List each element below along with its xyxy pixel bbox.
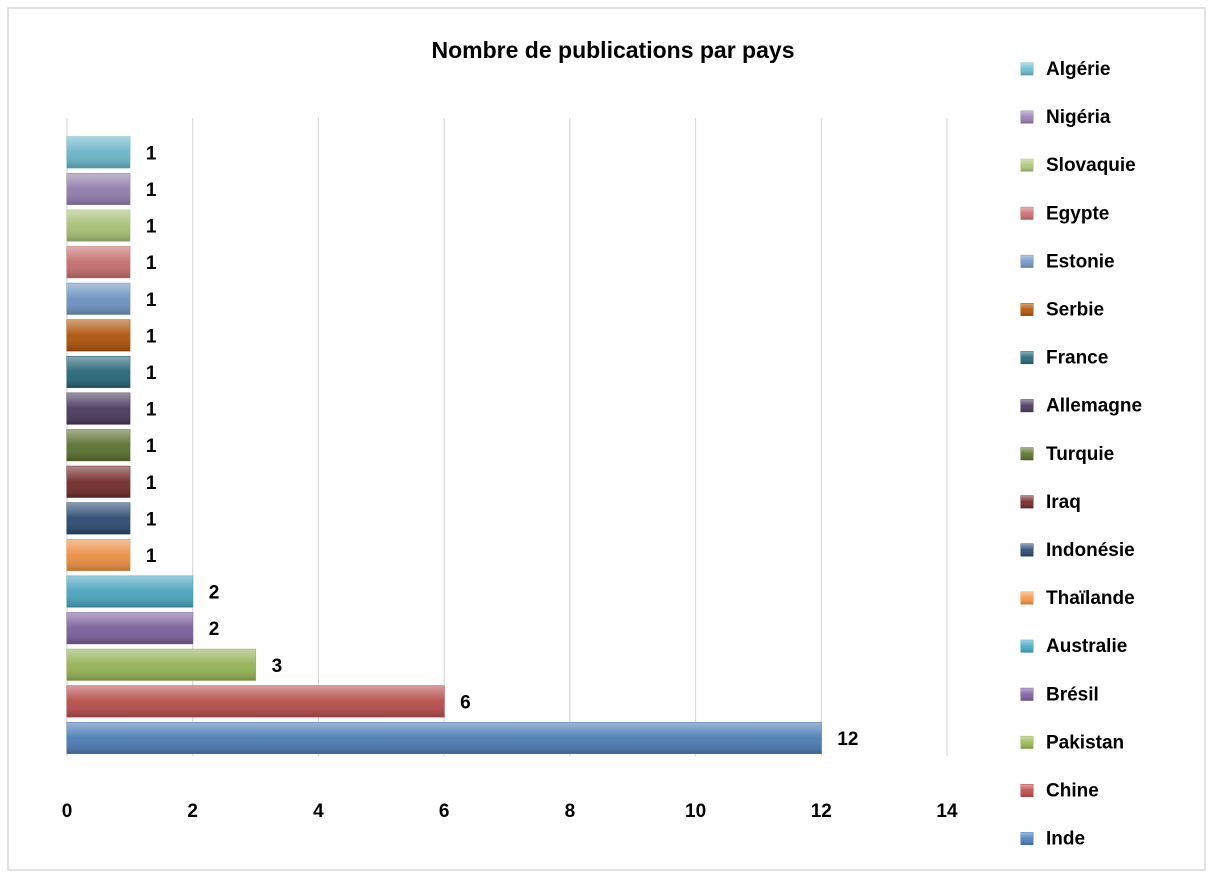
value-label: 1 [146, 400, 157, 421]
legend-swatch-shine [1021, 447, 1033, 460]
value-label: 12 [837, 729, 858, 750]
legend-label: Allemagne [1046, 396, 1142, 417]
bar-shine [67, 173, 130, 205]
value-label: 3 [272, 656, 283, 677]
legend-swatch-shine [1021, 832, 1033, 845]
bar-shine [67, 136, 130, 168]
legend-swatch-shine [1021, 736, 1033, 749]
x-tick-label: 6 [439, 801, 450, 822]
legend-swatch-shine [1021, 255, 1033, 268]
legend-swatch-shine [1021, 399, 1033, 412]
value-label: 1 [146, 326, 157, 347]
legend-label: France [1046, 348, 1108, 369]
bar-shine [67, 466, 130, 498]
legend-swatch-shine [1021, 63, 1033, 75]
value-label: 1 [146, 546, 157, 567]
bar-shine [67, 393, 130, 425]
value-label: 1 [146, 509, 157, 530]
chart-title: Nombre de publications par pays [432, 37, 795, 63]
x-tick-label: 0 [62, 801, 73, 822]
legend-label: Inde [1046, 829, 1085, 850]
bar-shine [67, 319, 130, 351]
legend-label: Nigéria [1046, 107, 1111, 128]
legend-label: Indonésie [1046, 540, 1135, 561]
legend-label: Slovaquie [1046, 155, 1136, 176]
value-label: 1 [146, 180, 157, 201]
legend-swatch-shine [1021, 784, 1033, 797]
x-tick-label: 10 [685, 801, 706, 822]
bar-shine [67, 685, 445, 717]
x-tick-label: 14 [936, 801, 958, 822]
value-label: 2 [209, 619, 220, 640]
bar-shine [67, 502, 130, 534]
legend-swatch-shine [1021, 351, 1033, 364]
value-label: 1 [146, 253, 157, 274]
x-tick-label: 4 [313, 801, 324, 822]
x-tick-label: 2 [187, 801, 198, 822]
legend-label: Chine [1046, 781, 1099, 802]
legend-label: Turquie [1046, 444, 1114, 465]
legend-label: Estonie [1046, 251, 1115, 272]
legend-label: Algérie [1046, 59, 1110, 80]
legend-swatch-shine [1021, 207, 1033, 220]
legend-swatch-shine [1021, 159, 1033, 172]
legend-label: Iraq [1046, 492, 1081, 513]
bar-shine [67, 539, 130, 571]
legend-swatch-shine [1021, 303, 1033, 316]
legend-label: Pakistan [1046, 732, 1124, 753]
legend-swatch-shine [1021, 688, 1033, 701]
legend-label: Serbie [1046, 300, 1104, 321]
value-label: 2 [209, 583, 220, 604]
x-tick-label: 8 [565, 801, 576, 822]
value-label: 1 [146, 143, 157, 164]
legend-swatch-shine [1021, 640, 1033, 653]
legend-label: Brésil [1046, 684, 1099, 705]
legend-swatch-shine [1021, 495, 1033, 508]
value-label: 1 [146, 436, 157, 457]
legend-label: Egypte [1046, 203, 1109, 224]
value-label: 1 [146, 473, 157, 494]
value-label: 1 [146, 290, 157, 311]
bar-shine [67, 210, 130, 242]
bar-shine [67, 283, 130, 315]
value-label: 1 [146, 217, 157, 238]
legend-label: Australie [1046, 636, 1127, 657]
x-tick-label: 12 [811, 801, 832, 822]
bar-shine [67, 722, 822, 754]
value-label: 6 [460, 692, 471, 713]
value-label: 1 [146, 363, 157, 384]
legend-swatch-shine [1021, 111, 1033, 124]
bar-shine [67, 649, 256, 681]
bar-shine [67, 576, 193, 608]
legend-swatch-shine [1021, 544, 1033, 556]
bar-shine [67, 356, 130, 388]
bar-shine [67, 246, 130, 278]
bar-shine [67, 612, 193, 644]
bar-shine [67, 429, 130, 461]
legend-label: Thaïlande [1046, 588, 1135, 609]
legend-swatch-shine [1021, 592, 1033, 605]
